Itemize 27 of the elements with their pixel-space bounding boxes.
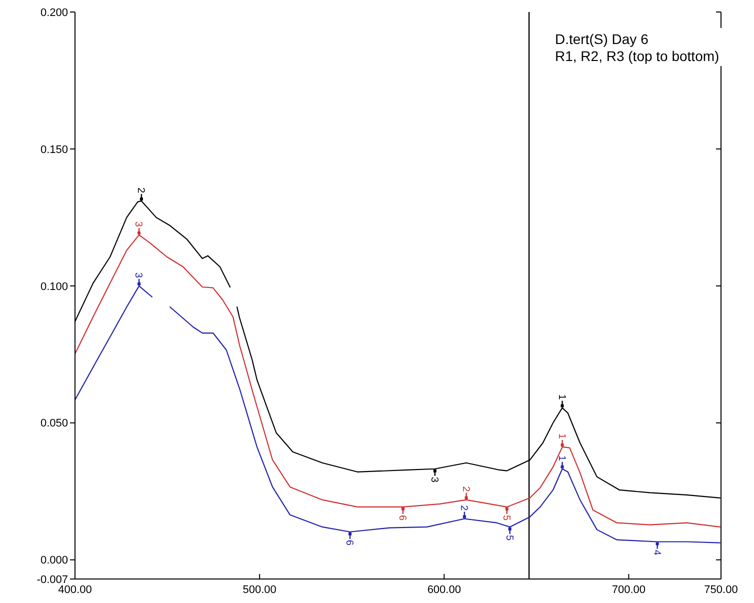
annotation: 3 [428,476,440,483]
x-tick-label: 400.00 [58,584,92,596]
y-tick-label: -0.007 [36,574,68,586]
annotation: 5 [500,514,512,521]
x-tick-label: 600.00 [427,584,461,596]
annotation: 1 [556,394,567,400]
y-tick-label: 0.100 [40,280,68,293]
annotation: R1, R2, R3 (top to bottom) [555,48,720,64]
x-tick-label: 700.00 [612,584,646,596]
annotation: 2 [134,187,146,194]
annotation: 4 [650,550,662,556]
annotation: D.tert(S) Day 6 [555,31,649,47]
annotation: 6 [344,540,355,546]
annotation: 5 [503,534,514,541]
annotation: 6 [396,514,408,521]
annotation: 1 [556,455,567,462]
annotation: 1 [556,433,567,440]
annotation: 2 [458,505,469,512]
x-tick-label: 500.00 [242,584,276,596]
y-tick-label: 0.000 [40,554,68,567]
annotation: 3 [132,272,144,278]
y-tick-label: 0.050 [40,418,68,430]
annotation: 3 [132,221,144,228]
x-tick-label: 750.00 [704,584,738,596]
annotation: 2 [460,486,471,492]
y-tick-label: 0.200 [40,6,68,19]
y-tick-label: 0.150 [40,144,68,156]
